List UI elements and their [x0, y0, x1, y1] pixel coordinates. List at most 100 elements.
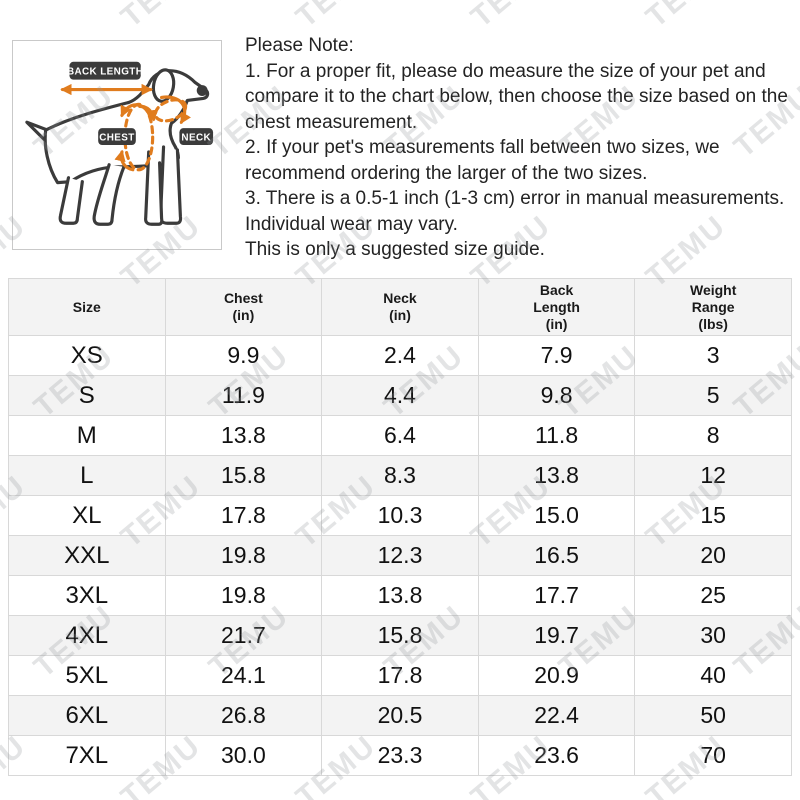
table-cell: 20.5	[321, 695, 479, 736]
header-row: Size Chest (in) Neck (in) Back Length (i…	[8, 278, 792, 336]
note-title: Please Note:	[245, 35, 354, 56]
table-row: 7XL 30.0 23.3 23.6 70	[8, 735, 792, 776]
table-cell: 7XL	[8, 735, 166, 776]
table-cell: 30	[634, 615, 792, 656]
table-cell: 23.3	[321, 735, 479, 776]
table-row: XXL 19.8 12.3 16.5 20	[8, 535, 792, 576]
shoulder-arrow-icon	[138, 104, 159, 122]
table-cell: 16.5	[477, 535, 636, 576]
table-cell: 15.0	[477, 495, 636, 536]
table-cell: 7.9	[477, 335, 636, 376]
dog-nose	[196, 85, 208, 96]
note-item-2: 2. If your pet's measurements fall betwe…	[245, 137, 720, 184]
measure-labels: BACK LENGTH CHEST NECK	[67, 61, 214, 145]
temu-watermark: TEMU	[290, 0, 383, 35]
table-cell: 12	[634, 455, 792, 496]
table-row: S 11.9 4.4 9.8 5	[8, 375, 792, 416]
dog-front-leg	[158, 145, 183, 225]
table-cell: 6XL	[8, 695, 166, 736]
table-cell: 40	[634, 655, 792, 696]
table-cell: M	[8, 415, 166, 456]
back-length-label: BACK LENGTH	[67, 67, 143, 78]
table-row: M 13.8 6.4 11.8 8	[8, 415, 792, 456]
table-cell: 20.9	[477, 655, 636, 696]
neck-arrow-icon	[159, 95, 191, 125]
table-cell: 19.8	[164, 535, 323, 576]
table-cell: 19.8	[164, 575, 323, 616]
table-cell: 17.7	[477, 575, 636, 616]
column-header-weight-range: Weight Range (lbs)	[634, 278, 792, 336]
column-header-size: Size	[8, 278, 166, 336]
dog-measurement-diagram: BACK LENGTH CHEST NECK	[12, 40, 222, 250]
table-cell: 13.8	[477, 455, 636, 496]
table-cell: 9.8	[477, 375, 636, 416]
dog-rear-leg-far	[58, 176, 84, 225]
table-cell: 13.8	[321, 575, 479, 616]
table-cell: 25	[634, 575, 792, 616]
table-row: XL 17.8 10.3 15.0 15	[8, 495, 792, 536]
table-cell: 6.4	[321, 415, 479, 456]
table-cell: S	[8, 375, 166, 416]
table-cell: 13.8	[164, 415, 323, 456]
temu-watermark: TEMU	[465, 0, 558, 35]
dog-rear-leg	[92, 163, 126, 226]
neck-label: NECK	[181, 133, 211, 144]
table-cell: 10.3	[321, 495, 479, 536]
column-header-neck: Neck (in)	[321, 278, 479, 336]
table-cell: 21.7	[164, 615, 323, 656]
table-row: 4XL 21.7 15.8 19.7 30	[8, 615, 792, 656]
table-cell: 8	[634, 415, 792, 456]
table-cell: 8.3	[321, 455, 479, 496]
table-cell: 30.0	[164, 735, 323, 776]
table-cell: 5XL	[8, 655, 166, 696]
neck-label-bg	[179, 128, 214, 145]
table-cell: 4.4	[321, 375, 479, 416]
dog-outline	[25, 68, 210, 226]
note-item-1: 1. For a proper fit, please do measure t…	[245, 60, 788, 133]
table-cell: 4XL	[8, 615, 166, 656]
table-cell: 12.3	[321, 535, 479, 576]
table-cell: 9.9	[164, 335, 323, 376]
table-cell: 15	[634, 495, 792, 536]
neck-dashed-ellipse	[153, 98, 188, 123]
table-cell: 22.4	[477, 695, 636, 736]
note-block: Please Note: 1. For a proper fit, please…	[245, 33, 800, 263]
table-cell: 20	[634, 535, 792, 576]
chest-label: CHEST	[99, 133, 135, 144]
temu-watermark: TEMU	[115, 0, 208, 35]
table-cell: 24.1	[164, 655, 323, 696]
table-cell: 3	[634, 335, 792, 376]
table-row: XS 9.9 2.4 7.9 3	[8, 335, 792, 376]
table-cell: 5	[634, 375, 792, 416]
note-item-3: 3. There is a 0.5-1 inch (1-3 cm) error …	[245, 188, 785, 235]
temu-watermark: TEMU	[0, 0, 33, 35]
chest-bottom-arrow-icon	[114, 149, 135, 172]
column-header-chest: Chest (in)	[164, 278, 323, 336]
size-chart-table: Size Chest (in) Neck (in) Back Length (i…	[8, 278, 792, 776]
dog-illustration: BACK LENGTH CHEST NECK	[25, 61, 214, 226]
table-cell: L	[8, 455, 166, 496]
table-cell: 15.8	[321, 615, 479, 656]
column-header-back-length: Back Length (in)	[477, 278, 636, 336]
table-row: 5XL 24.1 17.8 20.9 40	[8, 655, 792, 696]
table-cell: 17.8	[164, 495, 323, 536]
table-cell: 2.4	[321, 335, 479, 376]
dog-front-leg-far	[144, 150, 164, 226]
table-cell: 50	[634, 695, 792, 736]
table-cell: 26.8	[164, 695, 323, 736]
table-cell: 17.8	[321, 655, 479, 696]
table-cell: XL	[8, 495, 166, 536]
size-chart: Size Chest (in) Neck (in) Back Length (i…	[8, 278, 792, 776]
table-cell: 11.9	[164, 375, 323, 416]
table-row: 6XL 26.8 20.5 22.4 50	[8, 695, 792, 736]
dog-ear	[151, 68, 176, 103]
table-cell: 70	[634, 735, 792, 776]
back-length-label-bg	[69, 61, 141, 80]
table-cell: XXL	[8, 535, 166, 576]
table-cell: 3XL	[8, 575, 166, 616]
table-row: 3XL 19.8 13.8 17.7 25	[8, 575, 792, 616]
table-cell: 15.8	[164, 455, 323, 496]
table-cell: 23.6	[477, 735, 636, 776]
note-item-4: This is only a suggested size guide.	[245, 239, 545, 260]
table-row: L 15.8 8.3 13.8 12	[8, 455, 792, 496]
